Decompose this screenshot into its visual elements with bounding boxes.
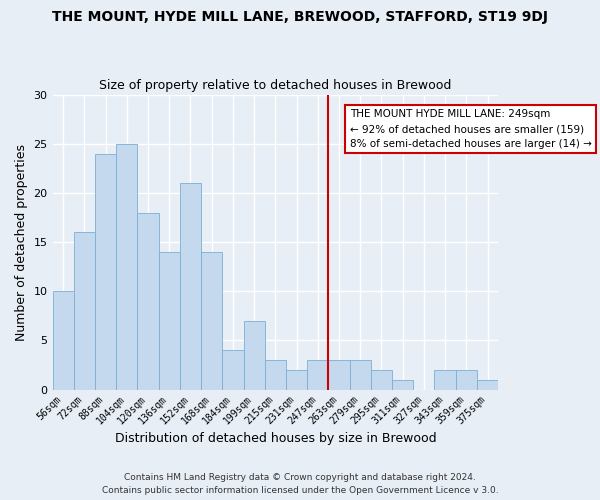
Bar xyxy=(53,291,74,390)
Text: Contains HM Land Registry data © Crown copyright and database right 2024.
Contai: Contains HM Land Registry data © Crown c… xyxy=(101,474,499,495)
Bar xyxy=(455,370,477,390)
Bar xyxy=(116,144,137,390)
Bar xyxy=(328,360,350,390)
Bar xyxy=(286,370,307,390)
Bar xyxy=(350,360,371,390)
Bar xyxy=(371,370,392,390)
Y-axis label: Number of detached properties: Number of detached properties xyxy=(15,144,28,340)
Bar xyxy=(434,370,455,390)
Bar xyxy=(137,212,158,390)
Bar xyxy=(74,232,95,390)
Text: THE MOUNT, HYDE MILL LANE, BREWOOD, STAFFORD, ST19 9DJ: THE MOUNT, HYDE MILL LANE, BREWOOD, STAF… xyxy=(52,10,548,24)
Bar xyxy=(180,183,201,390)
Bar xyxy=(307,360,328,390)
Bar xyxy=(392,380,413,390)
Bar xyxy=(265,360,286,390)
Text: THE MOUNT HYDE MILL LANE: 249sqm
← 92% of detached houses are smaller (159)
8% o: THE MOUNT HYDE MILL LANE: 249sqm ← 92% o… xyxy=(350,110,592,149)
Bar xyxy=(158,252,180,390)
Bar xyxy=(222,350,244,390)
Title: Size of property relative to detached houses in Brewood: Size of property relative to detached ho… xyxy=(99,79,452,92)
Bar xyxy=(201,252,222,390)
Bar xyxy=(477,380,498,390)
X-axis label: Distribution of detached houses by size in Brewood: Distribution of detached houses by size … xyxy=(115,432,436,445)
Bar xyxy=(244,320,265,390)
Bar xyxy=(95,154,116,390)
